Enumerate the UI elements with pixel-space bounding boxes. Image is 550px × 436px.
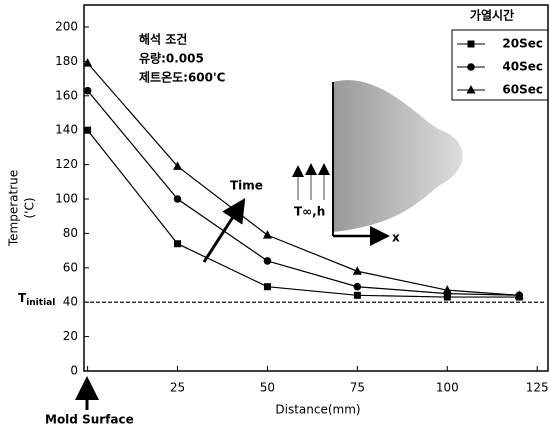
- marker: [83, 58, 93, 67]
- y-axis-label: Temperatrue: [7, 170, 21, 247]
- reference-label-main: T: [18, 291, 27, 305]
- legend-label: 60Sec: [502, 83, 543, 97]
- legend-marker: [467, 40, 475, 48]
- annotation: x: [392, 231, 400, 245]
- marker: [262, 230, 272, 239]
- jet-sketch: [333, 80, 463, 233]
- x-tick-label: 0: [84, 381, 92, 395]
- marker: [83, 86, 92, 95]
- series-line: [87, 62, 520, 296]
- x-tick-label: 125: [526, 381, 549, 395]
- legend-label: 20Sec: [502, 37, 543, 51]
- x-axis-label: Distance(mm): [275, 403, 360, 417]
- annotation: Time: [230, 179, 263, 193]
- y-tick-label: 160: [55, 88, 78, 102]
- marker: [84, 126, 92, 134]
- marker: [173, 161, 183, 170]
- marker: [352, 266, 362, 275]
- marker: [514, 290, 524, 299]
- y-tick-label: 140: [55, 123, 78, 137]
- legend-marker: [466, 85, 476, 94]
- y-tick-label: 20: [63, 329, 78, 343]
- annotation: 유량:0.005: [139, 52, 204, 66]
- marker: [442, 285, 452, 294]
- marker: [263, 283, 271, 291]
- annotation: 제트온도:600'C: [139, 70, 226, 85]
- y-axis-label: ('C): [23, 197, 37, 218]
- legend-title: 가열시간: [470, 8, 514, 23]
- time-arrow: [202, 197, 246, 263]
- reference-label: Tinitial: [18, 291, 55, 308]
- legend-box: [451, 29, 549, 101]
- series-line: [87, 90, 520, 296]
- annotation: 해석 조건: [139, 32, 187, 47]
- y-tick-label: 200: [55, 20, 78, 34]
- plot-frame: [83, 4, 549, 372]
- legend-label: 40Sec: [502, 60, 543, 74]
- heat-arrows: [292, 163, 330, 200]
- y-tick-label: 0: [70, 364, 78, 378]
- y-tick-label: 40: [63, 295, 78, 309]
- y-tick-label: 120: [55, 157, 78, 171]
- marker: [263, 257, 272, 265]
- marker: [174, 240, 182, 248]
- marker: [353, 291, 361, 299]
- x-tick-label: 75: [350, 381, 365, 395]
- x-tick-label: 50: [260, 381, 275, 395]
- marker: [353, 282, 362, 291]
- x-tick-label: 25: [170, 381, 185, 395]
- marker: [173, 195, 182, 203]
- x-tick-label: 100: [436, 381, 459, 395]
- annotation: T∞,h: [294, 205, 325, 219]
- y-tick-label: 180: [55, 54, 78, 68]
- y-tick-label: 100: [55, 192, 78, 206]
- y-tick-label: 80: [63, 226, 78, 240]
- legend-marker: [467, 63, 475, 71]
- y-tick-label: 60: [63, 260, 78, 274]
- series-line: [87, 129, 520, 298]
- annotation: Mold Surface: [45, 413, 134, 427]
- reference-label-sub: initial: [26, 298, 55, 308]
